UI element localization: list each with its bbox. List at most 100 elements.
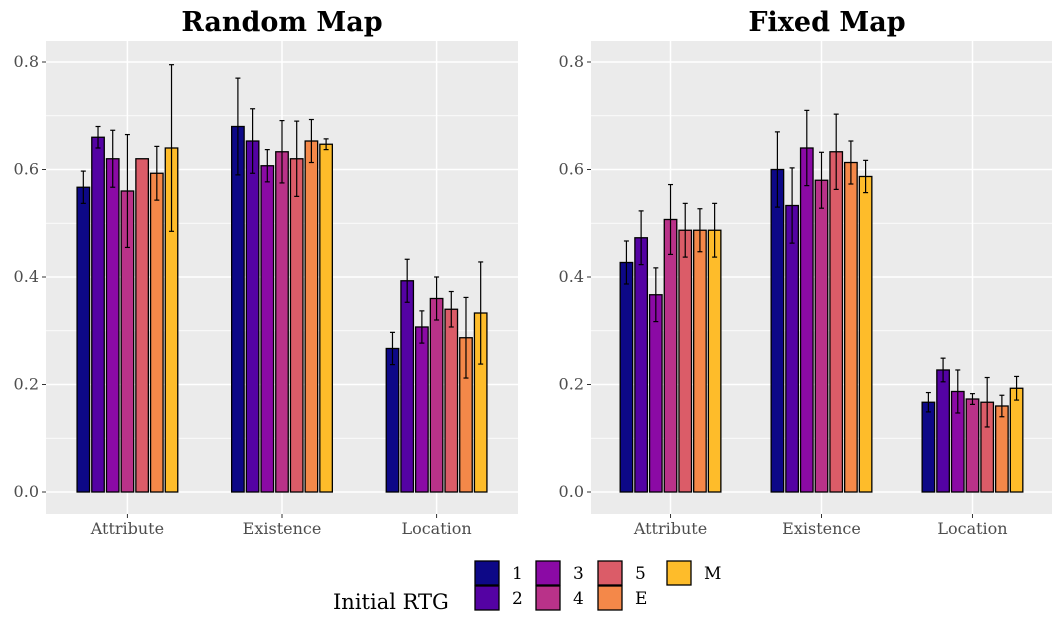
bar-3-existence	[799, 147, 814, 493]
legend-item-M: M	[666, 560, 721, 586]
bar-2-existence	[785, 204, 799, 493]
bar-4-existence	[275, 151, 289, 493]
error-bar-2-existence	[250, 108, 256, 174]
bar-4-attribute	[663, 218, 678, 493]
y-tick-label: 0.0	[559, 482, 584, 501]
legend-item-1: 1	[474, 560, 523, 586]
error-bar-2-existence	[789, 167, 795, 244]
error-bar-1-attribute	[80, 170, 86, 204]
legend-swatch	[597, 585, 623, 611]
error-bar-1-location	[389, 331, 395, 366]
legend-item-2: 2	[474, 585, 523, 611]
error-bar-5-attribute	[682, 202, 688, 258]
error-bar-1-existence	[235, 77, 241, 176]
error-bar-3-attribute	[110, 129, 116, 188]
legend-label: M	[704, 564, 721, 584]
error-bar-4-location	[969, 393, 975, 405]
bar-2-existence	[245, 140, 260, 493]
y-tick-label: 0.8	[14, 52, 39, 71]
legend-item-5: 5	[597, 560, 646, 586]
legend-label: 3	[573, 564, 584, 584]
x-tick-label: Attribute	[633, 519, 707, 538]
x-tick-label: Attribute	[90, 519, 164, 538]
y-tick-label: 0.4	[14, 267, 39, 286]
legend-swatch	[474, 585, 500, 611]
legend: Initial RTG 1 2 3 4 5 E M	[333, 560, 721, 614]
panel-1: 0.0 0.2 0.4 0.6 0.8 Attribute Existence Locatio…	[559, 7, 1052, 538]
error-bar-4-existence	[279, 119, 285, 184]
bar-5-location	[444, 308, 459, 493]
error-bar-3-existence	[264, 149, 270, 183]
error-bar-M-location	[478, 261, 484, 365]
legend-item-E: E	[597, 585, 647, 611]
error-bar-5-existence	[833, 113, 839, 190]
error-bar-E-location	[999, 394, 1005, 418]
bar-2-location	[400, 280, 415, 493]
error-bar-2-attribute	[638, 210, 644, 266]
bar-M-existence	[858, 175, 873, 493]
error-bar-5-location	[448, 290, 454, 328]
bar-2-attribute	[91, 136, 105, 493]
legend-items: 1 2 3 4 5 E M	[474, 560, 721, 611]
error-bar-4-existence	[819, 151, 824, 209]
legend-item-3: 3	[535, 560, 584, 586]
bar-M-location	[1009, 387, 1024, 493]
bar-E-existence	[304, 140, 319, 493]
legend-title: Initial RTG	[333, 590, 449, 614]
bar-4-location	[429, 297, 444, 493]
y-tick-label: 0.0	[14, 482, 39, 501]
x-tick-label: Existence	[782, 519, 861, 538]
error-bar-3-existence	[804, 109, 810, 187]
x-tick-label: Existence	[243, 519, 322, 538]
error-bar-1-attribute	[623, 240, 629, 285]
error-bar-E-existence	[848, 140, 854, 185]
legend-item-4: 4	[535, 585, 584, 611]
bar-5-attribute	[135, 158, 150, 493]
chart-panels: 0.0 0.2 0.4 0.6 0.8 Attribute Existence Locatio…	[14, 7, 1052, 538]
bar-3-existence	[260, 165, 275, 493]
bar-1-location	[921, 401, 936, 493]
bar-M-attribute	[707, 229, 722, 493]
error-bar-2-location	[940, 357, 946, 383]
legend-label: 5	[635, 564, 646, 584]
error-bar-M-attribute	[712, 202, 718, 258]
legend-label: 2	[512, 589, 523, 609]
y-tick-label: 0.6	[14, 160, 39, 179]
error-bar-M-attribute	[169, 64, 175, 232]
y-tick-label: 0.6	[559, 160, 584, 179]
legend-label: 1	[512, 564, 523, 584]
bar-2-attribute	[634, 237, 649, 493]
error-bar-1-location	[925, 391, 931, 413]
error-bar-E-existence	[308, 118, 314, 164]
legend-swatch	[535, 585, 561, 611]
legend-swatch	[535, 560, 561, 586]
error-bar-5-location	[984, 376, 990, 428]
bar-3-attribute	[105, 158, 120, 493]
x-tick-label: Location	[937, 519, 1007, 538]
error-bar-E-attribute	[154, 145, 160, 201]
panel-0: 0.0 0.2 0.4 0.6 0.8 Attribute Existence Locatio…	[14, 7, 518, 538]
bar-5-existence	[289, 158, 304, 493]
error-bar-4-attribute	[124, 133, 130, 249]
error-bar-M-location	[1014, 375, 1020, 401]
y-tick-label: 0.8	[559, 52, 584, 71]
error-bar-3-location	[955, 369, 961, 414]
bar-5-existence	[829, 151, 844, 493]
bar-4-existence	[814, 179, 829, 493]
bar-4-location	[965, 398, 980, 493]
bar-1-location	[385, 347, 400, 493]
error-bar-3-location	[419, 310, 425, 344]
bar-1-attribute	[619, 261, 634, 493]
error-bar-E-location	[463, 296, 469, 379]
legend-swatch	[474, 560, 500, 586]
chart-title: Random Map	[181, 7, 382, 38]
error-bar-3-attribute	[653, 267, 659, 323]
bar-E-existence	[844, 161, 858, 493]
y-tick-label: 0.2	[14, 375, 39, 394]
bar-E-location	[994, 405, 1009, 493]
bar-5-attribute	[678, 229, 693, 493]
legend-label: 4	[573, 589, 584, 609]
bar-E-attribute	[149, 172, 164, 493]
error-bar-1-existence	[774, 131, 780, 208]
